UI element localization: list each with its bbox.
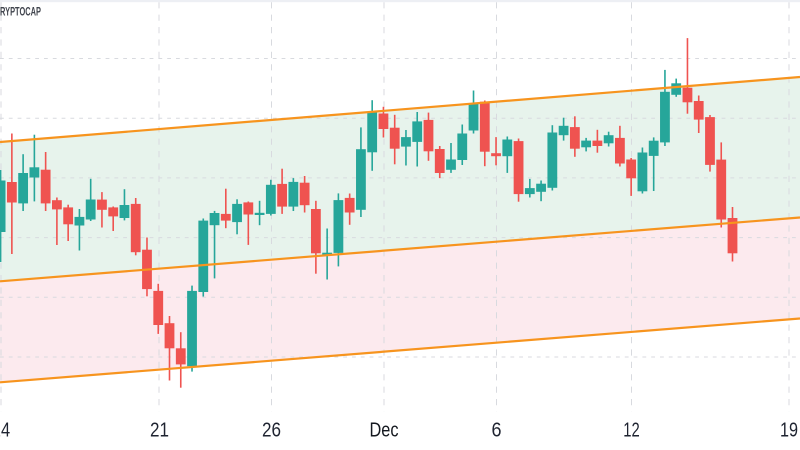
svg-text:12: 12 — [623, 420, 640, 442]
svg-text:19: 19 — [780, 420, 798, 442]
svg-text:14: 14 — [0, 420, 10, 442]
svg-text:RYPTOCAP: RYPTOCAP — [0, 6, 41, 19]
svg-text:6: 6 — [492, 420, 502, 442]
svg-text:Dec: Dec — [370, 420, 399, 442]
svg-text:21: 21 — [150, 420, 169, 442]
svg-text:26: 26 — [262, 420, 281, 442]
